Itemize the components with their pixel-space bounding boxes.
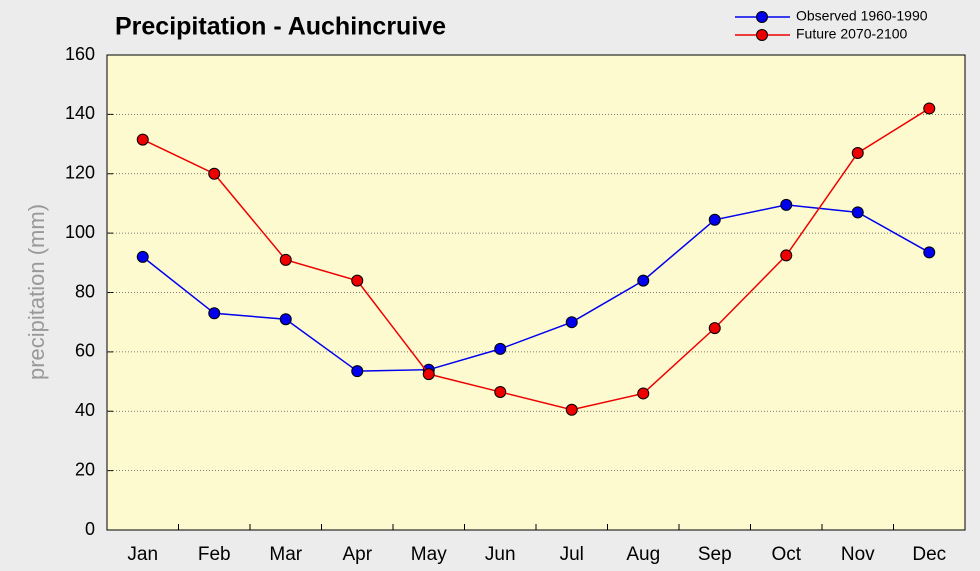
x-tick-label: May <box>411 544 447 565</box>
y-axis-label: precipitation (mm) <box>24 204 49 380</box>
x-tick-label: Oct <box>771 544 801 565</box>
legend-label: Observed 1960-1990 <box>796 8 928 24</box>
x-tick-label: Sep <box>698 544 732 565</box>
y-tick-label: 80 <box>75 281 95 301</box>
data-point <box>637 274 650 287</box>
series-line <box>142 204 930 372</box>
data-point <box>494 385 507 398</box>
data-point <box>851 146 864 159</box>
data-point <box>851 206 864 219</box>
legend-marker <box>756 29 768 41</box>
x-tick-label: Feb <box>198 544 231 565</box>
y-tick-label: 160 <box>65 44 95 64</box>
legend-label: Future 2070-2100 <box>796 26 908 42</box>
x-tick-label: Dec <box>912 544 946 565</box>
data-point <box>565 316 578 329</box>
data-point <box>279 253 292 266</box>
data-point <box>351 365 364 378</box>
data-point <box>637 387 650 400</box>
data-point <box>422 368 435 381</box>
data-point <box>208 167 221 180</box>
legend-marker <box>756 11 768 23</box>
y-tick-label: 140 <box>65 103 95 123</box>
x-tick-label: Apr <box>342 544 372 565</box>
x-tick-label: Jun <box>485 544 516 565</box>
x-tick-label: Aug <box>626 544 660 565</box>
data-point <box>708 213 721 226</box>
series-line <box>142 107 930 411</box>
chart-title: Precipitation - Auchincruive <box>115 13 446 41</box>
x-tick-label: Nov <box>841 544 875 565</box>
data-point <box>351 274 364 287</box>
data-point <box>780 249 793 262</box>
x-tick-label: Jul <box>560 544 584 565</box>
data-point <box>565 403 578 416</box>
y-tick-label: 60 <box>75 341 95 361</box>
x-tick-label: Mar <box>269 544 302 565</box>
data-point <box>923 246 936 259</box>
data-point <box>780 198 793 211</box>
x-tick-label: Jan <box>127 544 158 565</box>
data-point <box>279 313 292 326</box>
data-point <box>923 102 936 115</box>
y-tick-label: 20 <box>75 459 95 479</box>
y-tick-label: 120 <box>65 163 95 183</box>
data-point <box>708 322 721 335</box>
y-tick-label: 100 <box>65 222 95 242</box>
y-tick-label: 0 <box>85 519 95 539</box>
data-point <box>136 133 149 146</box>
data-point <box>494 342 507 355</box>
data-point <box>136 250 149 263</box>
data-point <box>208 307 221 320</box>
y-tick-label: 40 <box>75 400 95 420</box>
